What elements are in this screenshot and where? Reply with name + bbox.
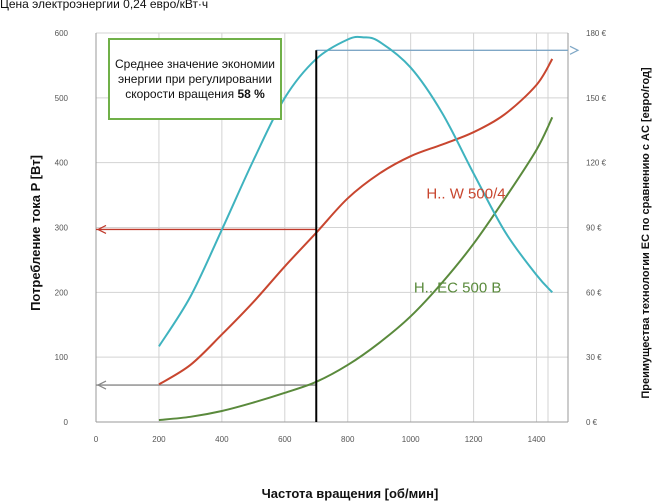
reference-lines <box>96 45 580 390</box>
reference-arrow-right <box>569 45 580 55</box>
y2-tick-label: 90 € <box>586 224 602 233</box>
y2-axis-title: Преимущества технологии EC по сравнению … <box>640 67 652 399</box>
grid <box>95 32 569 423</box>
x-tick-label: 600 <box>278 435 292 444</box>
series-group <box>158 35 554 422</box>
savings-annotation-value: 58 % <box>237 86 265 101</box>
y2-tick-label: 120 € <box>586 159 607 168</box>
x-tick-label: 1200 <box>465 435 483 444</box>
x-tick-label: 1400 <box>528 435 546 444</box>
y-tick-label: 600 <box>55 29 69 38</box>
series-line-0 <box>158 58 554 386</box>
y2-tick-label: 180 € <box>586 29 607 38</box>
x-tick-label: 0 <box>94 435 99 444</box>
savings-annotation-text: Среднее значение экономии энергии при ре… <box>114 56 275 101</box>
y-axis-title: Потребление тока P [Вт] <box>28 155 43 311</box>
reference-arrow-left <box>96 380 107 390</box>
series-label-green: H.. EC 500 B <box>414 279 502 296</box>
y2-tick-label: 30 € <box>586 353 602 362</box>
y-tick-label: 500 <box>55 94 69 103</box>
y-tick-label: 300 <box>55 224 69 233</box>
y2-tick-label: 150 € <box>586 94 607 103</box>
x-tick-label: 200 <box>152 435 166 444</box>
y2-tick-label: 0 € <box>586 418 598 427</box>
y-tick-label: 100 <box>55 353 69 362</box>
y-tick-label: 200 <box>55 288 69 297</box>
y-tick-label: 0 <box>64 418 69 427</box>
x-axis-title: Частота вращения [об/мин] <box>262 486 439 501</box>
tick-labels: 0 200 400 600 800 1000 1200 1400 0 100 200 300 400 50… <box>55 29 607 444</box>
y-tick-label: 400 <box>55 159 69 168</box>
x-tick-label: 1000 <box>402 435 420 444</box>
x-tick-label: 400 <box>215 435 229 444</box>
series-labels: H.. W 500/4 H.. EC 500 B <box>414 185 506 296</box>
savings-annotation: Среднее значение экономии энергии при ре… <box>108 38 282 120</box>
reference-arrow-left <box>96 224 107 234</box>
x-tick-label: 800 <box>341 435 355 444</box>
series-label-red: H.. W 500/4 <box>426 185 505 202</box>
y2-tick-label: 60 € <box>586 288 602 297</box>
series-line-2 <box>158 35 554 347</box>
chart-top-note: Цена электроэнергии 0,24 евро/кВт·ч <box>0 0 208 11</box>
series-line-1 <box>158 116 554 422</box>
